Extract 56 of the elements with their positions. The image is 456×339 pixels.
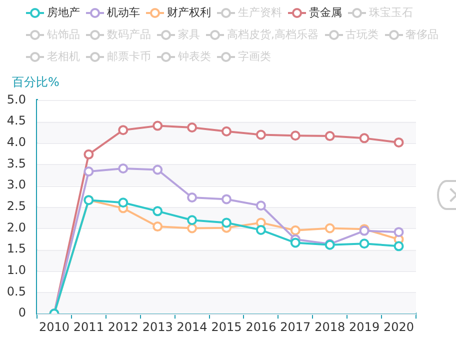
point [187,215,198,226]
x-tick-label: 2016 [246,320,276,334]
point [187,122,198,133]
point [324,131,335,142]
point [256,130,266,140]
x-tick-label: 2020 [384,320,414,334]
legend-label: 财产权利 [167,5,211,21]
x-tick-label: 2017 [280,320,311,334]
point [359,133,370,144]
y-tick-label: 4.0 [6,135,26,150]
point [359,238,370,249]
x-tick-label: 2011 [73,320,104,334]
point [394,137,404,148]
point [290,225,300,236]
point [152,164,163,175]
point [118,198,128,208]
point [152,222,163,232]
point [394,241,404,252]
y-tick-label: 4.5 [6,114,26,128]
point [84,149,94,160]
legend-label: 机动车 [107,5,140,21]
legend-label: 贵金属 [309,5,342,21]
x-tick-label: 2014 [176,320,208,334]
x-tick-label: 2015 [211,320,242,334]
point [187,192,198,203]
y-tick-label: 1.5 [6,242,26,256]
x-tick-label: 2010 [38,320,70,334]
x-tick-label: 2018 [314,320,346,334]
y-tick-label: 3.0 [6,178,26,192]
point [222,126,232,136]
legend-label: 房地产 [47,5,80,21]
y-tick-label: 0.5 [6,284,26,298]
point [118,125,128,136]
point [324,223,335,234]
y-tick-label: 0 [18,306,26,320]
point [187,223,198,234]
y-tick-label: 2.5 [6,199,26,214]
point [222,194,232,204]
point [118,163,128,174]
point [394,227,404,238]
point [256,224,266,235]
y-tick-label: 5.0 [6,92,26,106]
y-axis-title: 百分比% [12,74,60,91]
x-tick-label: 2013 [142,320,173,334]
point [222,218,232,228]
x-tick-label: 2012 [108,320,138,334]
point [152,206,163,216]
y-tick-label: 3.5 [6,156,26,170]
point [290,238,300,248]
y-tick-label: 1.0 [6,263,26,278]
point [152,120,163,131]
point [84,166,94,176]
point [256,200,266,211]
x-tick-label: 2019 [349,320,380,334]
point [290,130,300,141]
y-tick-label: 2.0 [6,220,26,234]
